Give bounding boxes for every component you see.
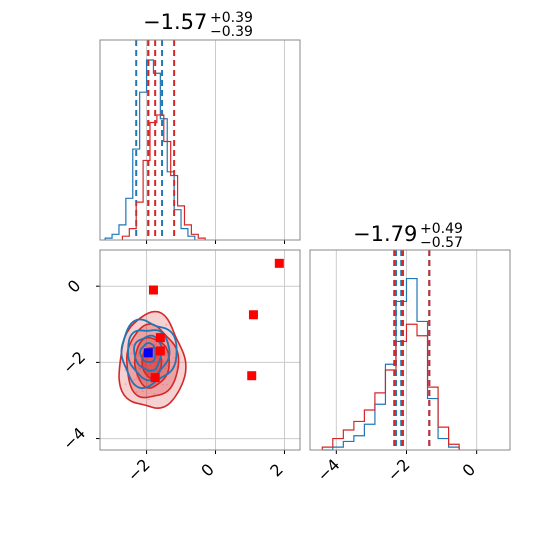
joint-x-tick-label: −2: [124, 455, 154, 485]
sample-point: [154, 370, 157, 373]
joint-x-tick-label: 0: [197, 460, 218, 481]
contour-blue: [133, 334, 164, 372]
sample-point: [165, 323, 168, 326]
contour-blue: [139, 342, 157, 363]
joint-y-tick-label: −2: [59, 347, 89, 377]
marginal-y-frame: [309, 249, 511, 451]
joint-border: [99, 249, 301, 451]
marker-red: [274, 258, 284, 268]
sample-point: [124, 383, 127, 386]
marker-blue: [143, 348, 153, 358]
sample-point: [173, 356, 176, 359]
sample-point: [124, 369, 127, 372]
joint-x-tick-label: 2: [266, 460, 287, 481]
marker-red: [248, 310, 258, 320]
hist-x-red: [121, 114, 206, 240]
title-y-sub: −0.57: [420, 235, 463, 251]
title-y-main: −1.79: [353, 222, 417, 246]
joint-panel: −2 0 2 −4 −2 0: [59, 249, 301, 485]
title-x-sup: +0.39: [210, 10, 253, 26]
sample-point: [153, 393, 156, 395]
sample-point: [146, 372, 149, 375]
marginal-x-panel: [99, 39, 301, 244]
sample-point: [165, 352, 167, 354]
joint-y-tick-label: −4: [59, 424, 89, 454]
sample-point: [130, 352, 132, 355]
hist-y-red: [321, 323, 460, 450]
sample-point: [164, 367, 166, 370]
sample-point: [139, 358, 142, 361]
sample-point: [162, 360, 165, 363]
sample-point: [137, 360, 140, 363]
sample-point: [131, 343, 134, 346]
marker-red: [155, 333, 165, 343]
sample-point: [165, 383, 168, 386]
hist-x-blue: [104, 59, 196, 240]
sample-point: [146, 344, 149, 347]
sample-point: [146, 358, 149, 360]
sample-point: [136, 391, 138, 394]
sample-point: [137, 352, 140, 355]
sample-point: [148, 372, 150, 375]
title-y-sup: +0.49: [420, 221, 463, 237]
sample-point: [131, 361, 134, 364]
title-x-sub: −0.39: [210, 24, 253, 40]
marker-red: [247, 371, 257, 381]
sample-point: [162, 383, 164, 386]
sample-point: [146, 382, 148, 385]
sample-point: [133, 378, 136, 381]
marginal-y-tick-label: −2: [384, 455, 414, 485]
title-param-y: −1.79 +0.49 −0.57: [353, 221, 463, 251]
marginal-y-tick-label: 0: [458, 460, 479, 481]
sample-point: [144, 363, 147, 365]
marginal-y-panel: −4 −2 0: [309, 249, 511, 485]
marker-red: [155, 346, 165, 356]
joint-y-tick-label: 0: [64, 276, 85, 297]
sample-point: [156, 368, 159, 371]
sample-point: [166, 364, 168, 367]
sample-point: [137, 354, 139, 357]
marginal-x-border: [99, 39, 301, 241]
sample-point: [154, 382, 157, 385]
sample-point: [154, 343, 156, 346]
contour-red: [118, 310, 187, 410]
contour-blue: [120, 318, 178, 390]
marginal-y-tick-label: −4: [313, 455, 343, 485]
marker-red: [148, 285, 158, 295]
sample-point: [147, 398, 150, 401]
marker-red: [150, 373, 160, 383]
sample-point: [149, 363, 152, 366]
title-param-x: −1.57 +0.39 −0.39: [143, 10, 253, 40]
marginal-y-border: [309, 249, 511, 451]
sample-point: [137, 366, 140, 368]
sample-point: [157, 355, 160, 358]
sample-point: [166, 355, 169, 357]
marginal-x-frame: [99, 39, 301, 241]
sample-point: [156, 370, 159, 373]
sample-point: [141, 390, 144, 393]
title-x-main: −1.57: [143, 10, 207, 34]
sample-point: [135, 377, 138, 380]
